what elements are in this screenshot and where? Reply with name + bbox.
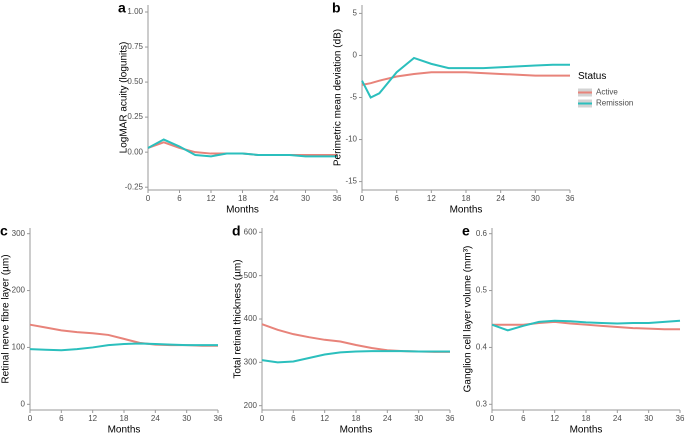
y-tick-label: 1.00 xyxy=(127,7,143,16)
x-tick-label: 30 xyxy=(644,414,653,423)
y-tick-label: -10 xyxy=(345,135,357,144)
x-tick-label: 36 xyxy=(566,194,575,203)
x-tick-label: 6 xyxy=(177,194,182,203)
x-tick-label: 36 xyxy=(676,414,685,423)
x-tick-label: 6 xyxy=(291,414,296,423)
x-tick-label: 0 xyxy=(146,194,151,203)
x-axis-label: Months xyxy=(450,205,483,216)
series-line xyxy=(492,320,680,331)
x-tick-label: 24 xyxy=(151,414,160,423)
y-tick-label: 0.4 xyxy=(476,343,488,352)
series-line xyxy=(261,350,450,364)
y-tick-label: 500 xyxy=(244,271,258,280)
series-line xyxy=(29,342,218,352)
x-tick-label: 18 xyxy=(352,414,361,423)
x-tick-label: 30 xyxy=(301,194,310,203)
y-axis-label: LogMAR acuity (logunits) xyxy=(119,42,130,154)
y-axis-label: Ganglion cell layer volume (mm³) xyxy=(463,246,474,393)
y-tick-label: -15 xyxy=(345,177,357,186)
x-tick-label: 12 xyxy=(320,414,329,423)
y-tick-label: 100 xyxy=(12,343,26,352)
x-axis-label: Months xyxy=(570,425,603,435)
x-tick-label: 12 xyxy=(88,414,97,423)
y-tick-label: 200 xyxy=(244,401,258,410)
y-axis-label: Retinal nerve fibre layer (µm) xyxy=(1,254,12,383)
x-tick-label: 30 xyxy=(531,194,540,203)
legend-label: Active xyxy=(596,88,618,97)
x-tick-label: 36 xyxy=(333,194,342,203)
y-tick-label: 200 xyxy=(12,286,26,295)
series-line xyxy=(491,319,681,332)
panel-label: b xyxy=(332,0,341,16)
x-tick-label: 6 xyxy=(59,414,64,423)
y-tick-label: 0.25 xyxy=(127,112,143,121)
legend-label: Remission xyxy=(596,99,633,108)
legend-title: Status xyxy=(578,71,606,82)
y-tick-label: 600 xyxy=(244,227,258,236)
panel-label: d xyxy=(232,223,241,239)
x-tick-label: 12 xyxy=(207,194,216,203)
series-line xyxy=(147,138,337,158)
x-tick-label: 0 xyxy=(260,414,265,423)
x-tick-label: 36 xyxy=(214,414,223,423)
y-tick-label: 0 xyxy=(21,399,26,408)
x-tick-label: 24 xyxy=(270,194,279,203)
y-tick-label: 300 xyxy=(244,357,258,366)
y-tick-label: 400 xyxy=(244,314,258,323)
series-line xyxy=(361,71,570,86)
panel-label: c xyxy=(0,223,8,239)
panel-label: a xyxy=(118,0,126,16)
x-axis-label: Months xyxy=(340,425,373,435)
x-tick-label: 18 xyxy=(120,414,129,423)
series-line xyxy=(29,323,218,347)
x-tick-label: 24 xyxy=(613,414,622,423)
x-axis-label: Months xyxy=(108,425,141,435)
x-tick-label: 6 xyxy=(394,194,399,203)
y-tick-label: 300 xyxy=(12,229,26,238)
x-tick-label: 0 xyxy=(28,414,33,423)
x-tick-label: 12 xyxy=(427,194,436,203)
x-tick-label: 18 xyxy=(238,194,247,203)
y-tick-label: 0.00 xyxy=(127,147,143,156)
x-tick-label: 30 xyxy=(414,414,423,423)
series-line xyxy=(261,323,450,353)
x-tick-label: 0 xyxy=(490,414,495,423)
x-tick-label: 18 xyxy=(462,194,471,203)
y-tick-label: -0.25 xyxy=(125,182,144,191)
x-axis-label: Months xyxy=(226,205,259,216)
y-tick-label: 5 xyxy=(353,9,358,18)
y-axis-label: Perimetric mean deviation (dB) xyxy=(333,29,344,166)
x-tick-label: 18 xyxy=(582,414,591,423)
x-tick-label: 6 xyxy=(521,414,526,423)
x-tick-label: 30 xyxy=(182,414,191,423)
y-tick-label: 0 xyxy=(353,51,358,60)
x-tick-label: 24 xyxy=(383,414,392,423)
y-tick-label: 0.5 xyxy=(476,286,488,295)
panel-label: e xyxy=(462,223,470,239)
y-axis-label: Total retinal thickness (µm) xyxy=(233,259,244,378)
y-tick-label: 0.3 xyxy=(476,399,488,408)
y-tick-label: -5 xyxy=(350,93,358,102)
x-tick-label: 12 xyxy=(550,414,559,423)
x-tick-label: 36 xyxy=(446,414,455,423)
y-tick-label: 0.50 xyxy=(127,77,143,86)
x-tick-label: 0 xyxy=(360,194,365,203)
y-tick-label: 0.6 xyxy=(476,229,488,238)
series-line xyxy=(361,56,570,99)
x-tick-label: 24 xyxy=(496,194,505,203)
y-tick-label: 0.75 xyxy=(127,42,143,51)
